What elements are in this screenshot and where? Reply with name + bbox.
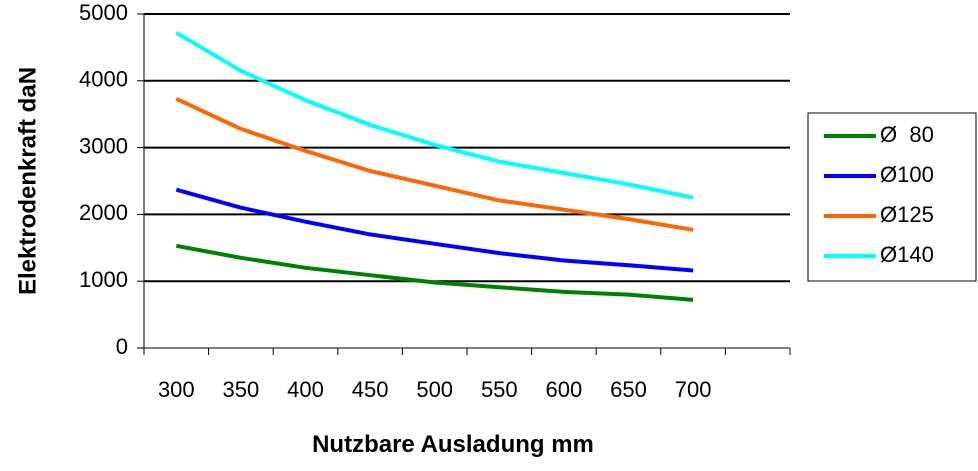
y-tick-label: 0 — [116, 334, 128, 359]
x-tick-label: 400 — [287, 377, 324, 402]
legend-label-3: Ø125 — [880, 202, 934, 227]
y-axis-title: Elektrodenkraft daN — [14, 67, 41, 295]
x-axis-title: Nutzbare Ausladung mm — [312, 431, 594, 458]
axes — [137, 13, 791, 355]
series-line-3 — [175, 96, 694, 232]
x-tick-label: 650 — [610, 377, 647, 402]
legend: Ø 80 Ø100 Ø125 Ø140 — [807, 112, 977, 282]
legend-entries: Ø 80 Ø100 Ø125 Ø140 — [824, 122, 934, 267]
x-tick-label: 450 — [352, 377, 389, 402]
x-tick-label: 700 — [675, 377, 712, 402]
gridlines — [144, 13, 790, 283]
series-line-4 — [175, 30, 694, 200]
x-tick-labels: 300 350 400 450 500 550 600 650 700 — [158, 377, 712, 402]
y-tick-label: 1000 — [79, 267, 128, 292]
legend-label-2: Ø100 — [880, 162, 934, 187]
x-tick-label: 550 — [481, 377, 518, 402]
series-line-2 — [175, 187, 694, 273]
y-tick-label: 2000 — [79, 200, 128, 225]
legend-box — [807, 112, 977, 282]
x-tick-label: 600 — [546, 377, 583, 402]
y-tick-label: 3000 — [79, 133, 128, 158]
x-tick-label: 500 — [416, 377, 453, 402]
legend-label-4: Ø140 — [880, 242, 934, 267]
x-tick-label: 350 — [223, 377, 260, 402]
y-tick-label: 5000 — [79, 0, 128, 25]
series-lines — [175, 30, 694, 302]
y-tick-label: 4000 — [79, 67, 128, 92]
y-tick-labels: 0 1000 2000 3000 4000 5000 — [79, 0, 128, 359]
series-line-1 — [175, 243, 694, 302]
x-tick-label: 300 — [158, 377, 195, 402]
plot-area — [144, 14, 790, 348]
legend-label-1: Ø 80 — [880, 122, 934, 147]
